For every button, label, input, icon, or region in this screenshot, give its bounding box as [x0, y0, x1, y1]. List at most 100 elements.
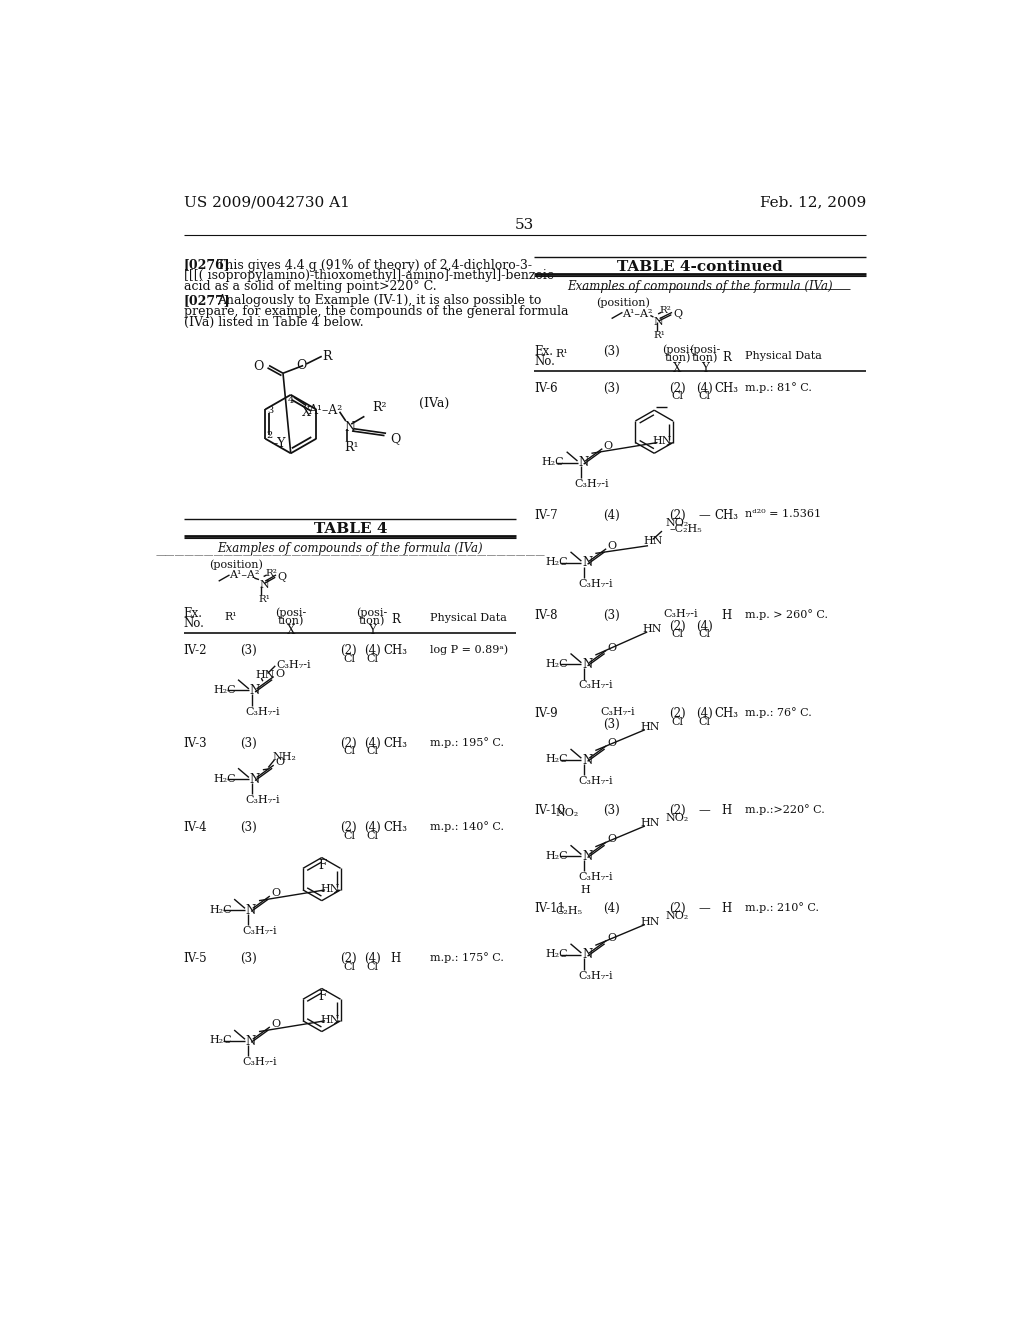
- Text: (2): (2): [669, 804, 686, 817]
- Text: CH₃: CH₃: [383, 821, 408, 834]
- Text: NO₂: NO₂: [666, 813, 689, 822]
- Text: Feb. 12, 2009: Feb. 12, 2009: [760, 195, 866, 210]
- Text: Cl: Cl: [367, 746, 378, 756]
- Text: C₃H₇-i: C₃H₇-i: [242, 927, 276, 936]
- Text: O: O: [275, 669, 285, 678]
- Text: TABLE 4-continued: TABLE 4-continued: [617, 260, 782, 275]
- Text: Cl: Cl: [698, 628, 711, 639]
- Text: IV-11: IV-11: [535, 903, 565, 915]
- Text: 53: 53: [515, 218, 535, 232]
- Text: Examples of compounds of the formula (IVa): Examples of compounds of the formula (IV…: [218, 543, 483, 554]
- Text: Physical Data: Physical Data: [430, 614, 507, 623]
- Text: N: N: [246, 904, 256, 917]
- Text: C₃H₇-i: C₃H₇-i: [574, 479, 609, 488]
- Text: (3): (3): [603, 718, 620, 731]
- Text: O: O: [271, 1019, 281, 1030]
- Text: O: O: [607, 738, 616, 748]
- Text: N: N: [583, 659, 593, 671]
- Text: N: N: [583, 850, 593, 863]
- Text: O: O: [607, 541, 616, 550]
- Text: Ex.: Ex.: [183, 607, 203, 620]
- Text: N: N: [344, 421, 355, 434]
- Text: (2): (2): [341, 644, 357, 657]
- Text: This gives 4.4 g (91% of theory) of 2,4-dichloro-3-: This gives 4.4 g (91% of theory) of 2,4-…: [217, 259, 532, 272]
- Text: R²: R²: [659, 306, 672, 315]
- Text: NO₂: NO₂: [556, 808, 579, 817]
- Text: Cl: Cl: [698, 717, 711, 726]
- Text: Cl: Cl: [343, 830, 355, 841]
- Text: (4): (4): [696, 381, 713, 395]
- Text: tion): tion): [691, 354, 718, 363]
- Text: X: X: [287, 624, 295, 638]
- Text: [[[( isopropylamino)-thioxomethyl]-amino]-methyl]-benzoic: [[[( isopropylamino)-thioxomethyl]-amino…: [183, 269, 554, 282]
- Text: A¹–A²: A¹–A²: [308, 404, 343, 417]
- Text: tion): tion): [278, 615, 304, 626]
- Text: (4): (4): [603, 903, 620, 915]
- Text: X: X: [674, 362, 682, 375]
- Text: (position): (position): [596, 297, 650, 308]
- Text: tion): tion): [359, 615, 385, 626]
- Text: (3): (3): [240, 952, 256, 965]
- Text: C₃H₇-i: C₃H₇-i: [601, 708, 635, 717]
- Text: N: N: [653, 317, 664, 327]
- Text: m.p.: 81° C.: m.p.: 81° C.: [744, 381, 812, 392]
- Text: (posi-: (posi-: [689, 345, 720, 355]
- Text: C₃H₇-i: C₃H₇-i: [579, 681, 613, 690]
- Text: Analogously to Example (IV-1), it is also possible to: Analogously to Example (IV-1), it is als…: [217, 294, 542, 308]
- Text: 2: 2: [267, 430, 273, 440]
- Text: R: R: [391, 614, 399, 627]
- Text: HN: HN: [255, 671, 274, 680]
- Text: R¹: R¹: [258, 595, 270, 605]
- Text: (3): (3): [240, 644, 256, 657]
- Text: m.p.: 140° C.: m.p.: 140° C.: [430, 821, 504, 832]
- Text: [0277]: [0277]: [183, 294, 230, 308]
- Text: [0276]: [0276]: [183, 259, 230, 272]
- Text: F: F: [318, 859, 327, 873]
- Text: N: N: [583, 754, 593, 767]
- Text: m.p.: 175° C.: m.p.: 175° C.: [430, 952, 504, 964]
- Text: O: O: [271, 888, 281, 899]
- Text: m.p.:>220° C.: m.p.:>220° C.: [744, 804, 824, 814]
- Text: N: N: [250, 684, 260, 697]
- Text: (4): (4): [364, 952, 381, 965]
- Text: A¹–A²: A¹–A²: [229, 570, 260, 581]
- Text: NO₂: NO₂: [666, 517, 689, 528]
- Text: CH₃: CH₃: [715, 508, 738, 521]
- Text: H₂C: H₂C: [542, 457, 564, 467]
- Text: (2): (2): [669, 903, 686, 915]
- Text: O: O: [607, 933, 616, 942]
- Text: O: O: [607, 643, 616, 652]
- Text: Cl: Cl: [343, 653, 355, 664]
- Text: N: N: [259, 579, 268, 590]
- Text: 4: 4: [288, 396, 294, 405]
- Text: (3): (3): [240, 737, 256, 750]
- Text: IV-8: IV-8: [535, 609, 558, 622]
- Text: O: O: [607, 834, 616, 845]
- Text: H: H: [721, 903, 731, 915]
- Text: ————————————————————————————————————————: ————————————————————————————————————————: [156, 552, 546, 560]
- Text: O: O: [604, 441, 613, 451]
- Text: HN: HN: [640, 818, 659, 828]
- Text: CH₃: CH₃: [715, 381, 738, 395]
- Text: C₃H₇-i: C₃H₇-i: [276, 660, 311, 669]
- Text: (4): (4): [696, 708, 713, 721]
- Text: C₃H₇-i: C₃H₇-i: [246, 706, 281, 717]
- Text: (posi-: (posi-: [662, 345, 693, 355]
- Text: CH₃: CH₃: [383, 644, 408, 657]
- Text: tion): tion): [665, 354, 690, 363]
- Text: Cl: Cl: [343, 961, 355, 972]
- Text: (4): (4): [603, 508, 620, 521]
- Text: Q: Q: [390, 433, 400, 446]
- Text: C₃H₇-i: C₃H₇-i: [664, 609, 698, 619]
- Text: prepare, for example, the compounds of the general formula: prepare, for example, the compounds of t…: [183, 305, 568, 318]
- Text: –C₂H₅: –C₂H₅: [670, 524, 702, 535]
- Text: Cl: Cl: [698, 391, 711, 401]
- Text: F: F: [318, 990, 327, 1003]
- Text: R²: R²: [265, 569, 278, 578]
- Text: H₂C: H₂C: [546, 659, 568, 669]
- Text: H: H: [721, 804, 731, 817]
- Text: H₂C: H₂C: [213, 685, 236, 696]
- Text: Cl: Cl: [367, 653, 378, 664]
- Text: (position): (position): [210, 560, 263, 570]
- Text: —: —: [698, 804, 711, 817]
